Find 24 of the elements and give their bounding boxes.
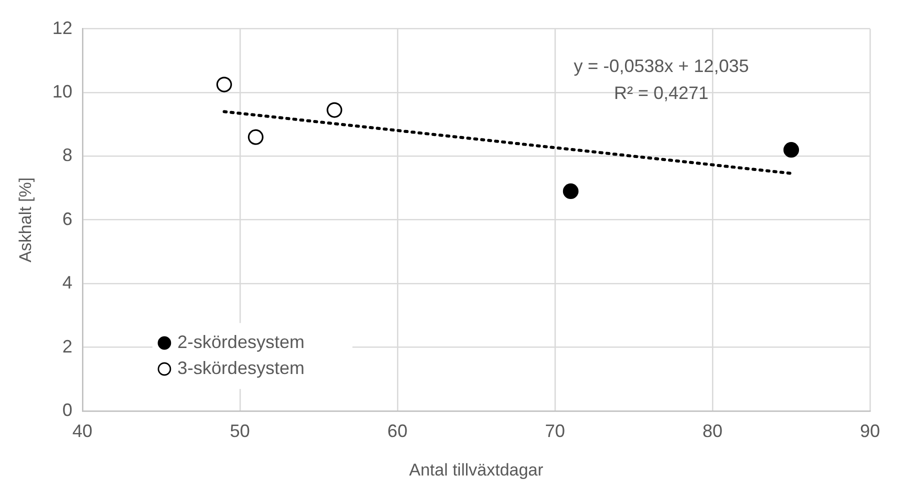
y-tick-label: 4 [62, 272, 72, 293]
y-tick-label: 10 [52, 81, 72, 102]
y-tick-label: 0 [62, 400, 72, 420]
y-tick-label: 8 [62, 145, 72, 166]
x-axis-title: Antal tillväxtdagar [409, 460, 544, 480]
point [562, 183, 579, 200]
y-tick-label: 12 [52, 18, 72, 38]
x-tick-label: 80 [702, 420, 722, 441]
x-tick-label: 40 [72, 420, 92, 441]
y-axis-title: Askhalt [%] [16, 177, 35, 262]
x-tick-label: 70 [544, 420, 565, 441]
x-tick-label: 50 [230, 420, 250, 441]
point [783, 142, 800, 158]
point [326, 102, 342, 118]
x-tick-label: 60 [387, 420, 408, 441]
point [216, 76, 232, 92]
legend-label: 3-skördesystem [177, 358, 304, 378]
y-tick-label: 2 [62, 336, 72, 356]
annotation: y = -0,0538x + 12,035 [574, 56, 749, 76]
annotation: R² = 0,4271 [614, 82, 709, 103]
y-tick-label: 6 [62, 208, 72, 229]
legend-label: 2-skördesystem [177, 332, 304, 352]
point [248, 129, 264, 145]
x-tick-label: 90 [860, 420, 880, 441]
